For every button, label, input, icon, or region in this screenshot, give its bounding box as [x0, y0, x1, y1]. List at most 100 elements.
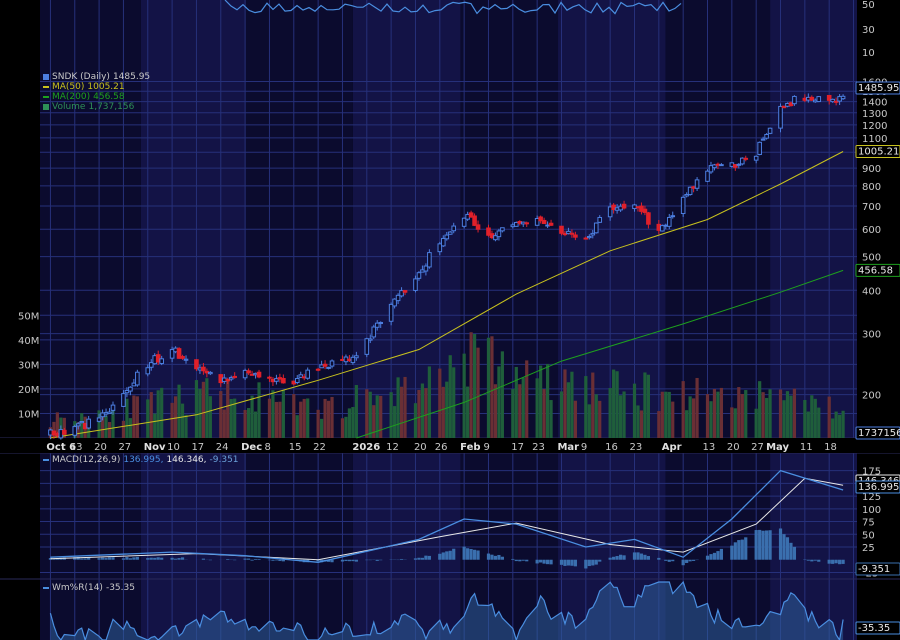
macd-histogram-bar: [486, 553, 491, 560]
candle-body: [743, 157, 749, 160]
volume-bar: [396, 377, 400, 438]
date-tick-label: 2026: [352, 442, 380, 453]
macd-histogram-bar: [420, 557, 425, 560]
volume-bar: [622, 391, 626, 438]
macd-histogram-bar: [73, 557, 77, 560]
volume-bar: [466, 386, 470, 438]
volume-bar: [173, 396, 178, 438]
legend-ma200-label: MA(200): [52, 92, 91, 102]
macd-histogram-bar: [156, 557, 160, 560]
macd-histogram-bar: [107, 557, 112, 560]
volume-bar: [688, 396, 692, 438]
candle-body: [840, 95, 846, 100]
macd-histogram-bar: [563, 559, 567, 566]
macd-histogram-bar: [146, 558, 150, 560]
volume-bar: [399, 386, 404, 438]
volume-bar: [438, 368, 442, 438]
volume-bar: [834, 411, 838, 438]
macd-histogram-bar: [792, 546, 797, 560]
macd-histogram-bar: [417, 557, 421, 560]
volume-bar: [490, 336, 494, 438]
volume-bar: [344, 416, 348, 438]
macd-histogram-bar: [573, 559, 577, 567]
macd-histogram-bar: [765, 530, 769, 560]
date-tick-label: 26: [435, 442, 448, 453]
volume-bar: [420, 383, 425, 438]
macd-histogram-bar: [758, 529, 762, 560]
candle-body: [201, 366, 206, 372]
macd-histogram-bar: [782, 534, 786, 560]
volume-bar: [539, 365, 543, 438]
candle-body: [447, 231, 453, 235]
macd-histogram-bar: [813, 559, 817, 561]
volume-bar: [278, 401, 282, 438]
volume-badge: 1737156: [855, 426, 900, 440]
volume-bar: [153, 413, 157, 438]
macd-histogram-bar: [636, 552, 640, 560]
candle-body: [399, 290, 404, 297]
macd-histogram-bar: [399, 558, 404, 560]
volume-bar: [765, 397, 769, 438]
macd-histogram-bar: [448, 550, 452, 560]
macd-histogram-bar: [87, 557, 91, 560]
candle-body: [371, 326, 377, 338]
price-tick-label: 1300: [862, 109, 887, 120]
macd-histogram-bar: [128, 558, 132, 560]
macd-histogram-bar: [612, 556, 616, 560]
macd-histogram-bar: [180, 557, 185, 560]
ma50-badge-text: 1005.21: [858, 146, 899, 157]
candle-body: [607, 206, 613, 218]
candle-body: [569, 232, 575, 235]
volume-bar: [326, 400, 331, 438]
volume-tick-label: 10M: [18, 409, 39, 420]
candle-body: [496, 230, 502, 238]
macd-tick-label: 125: [862, 492, 881, 503]
volume-bar: [733, 408, 737, 438]
legend-price-label: SNDK (Daily): [52, 72, 110, 82]
macd-badge: 136.995: [855, 480, 900, 494]
candle-body: [472, 215, 477, 226]
volume-bar: [413, 403, 418, 438]
macd-tick-label: 100: [862, 505, 881, 516]
candle-body: [395, 294, 401, 302]
volume-bar: [639, 410, 644, 438]
macd-histogram-bar: [754, 530, 758, 560]
date-tick-label: 15: [289, 442, 302, 453]
macd-histogram-bar: [712, 552, 717, 560]
volume-bar: [681, 381, 685, 438]
volume-bar: [306, 398, 310, 438]
candle-body: [733, 164, 738, 168]
macd-histogram-bar: [497, 554, 501, 560]
volume-bar: [323, 398, 327, 438]
macd-histogram-bar: [125, 557, 129, 560]
candle-body: [315, 368, 321, 371]
price-tick-label: 300: [862, 330, 881, 341]
volume-bar: [417, 389, 421, 438]
price-tick-label: 400: [862, 286, 881, 297]
volume-bar: [838, 414, 842, 438]
volume-bar: [657, 411, 661, 438]
macd-histogram-bar: [806, 559, 810, 561]
volume-bar: [511, 388, 515, 438]
candle-body: [232, 375, 237, 378]
macd-histogram-bar: [441, 552, 445, 560]
price-tick-label: 800: [862, 182, 881, 193]
volume-bar: [389, 392, 393, 438]
legend-price-value: 1485.95: [112, 72, 151, 82]
macd-histogram-bar: [462, 546, 466, 560]
candle-body: [538, 216, 543, 222]
macd-histogram-bar: [834, 559, 838, 564]
volume-bar: [80, 413, 84, 438]
candle-body: [500, 227, 505, 232]
volume-bar: [184, 414, 188, 438]
candle-body: [757, 141, 762, 155]
volume-tick-label: 40M: [18, 336, 39, 347]
candle-body: [475, 224, 481, 230]
date-tick-label: Mar: [557, 442, 579, 453]
macd-histogram-bar: [535, 559, 539, 564]
candle-body: [684, 194, 689, 197]
volume-bar: [584, 376, 588, 438]
candle-body: [534, 218, 540, 226]
candle-body: [326, 366, 331, 369]
wpr-badge-text: -35.35: [858, 623, 890, 634]
